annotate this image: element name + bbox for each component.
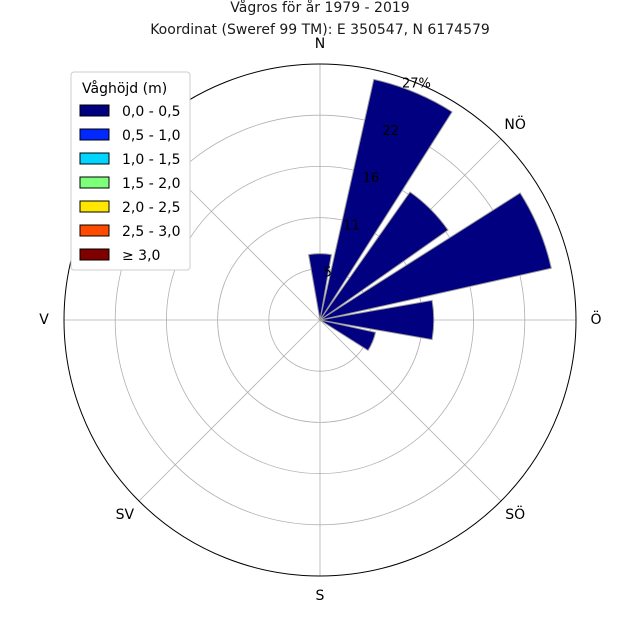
sector-bar [319, 78, 453, 321]
legend-label: 2,5 - 3,0 [122, 224, 180, 240]
radial-tick-label: 16 [363, 171, 380, 186]
radial-tick-label: 27% [402, 76, 431, 91]
sector-bar [319, 192, 552, 321]
sector-bar [319, 191, 449, 321]
radial-tick-labels: 5 11 16 22 27% [324, 76, 431, 280]
legend: Våghöjd (m) 0,0 - 0,5 0,5 - 1,0 1,0 - 1,5 1… [70, 71, 191, 271]
direction-label: S [316, 588, 325, 604]
direction-label: SÖ [505, 505, 525, 523]
grid-spoke [138, 319, 321, 502]
legend-label: 0,5 - 1,0 [122, 128, 180, 144]
chart-title: Vågros för år 1979 - 2019 [230, 0, 409, 16]
sector-bar [319, 319, 377, 352]
outer-circle [63, 63, 577, 577]
direction-label: V [39, 312, 49, 328]
legend-label: 1,5 - 2,0 [122, 176, 180, 192]
legend-swatch [79, 224, 110, 237]
legend-swatch [79, 176, 110, 189]
legend-label: 2,0 - 2,5 [122, 200, 180, 216]
legend-label: 1,0 - 1,5 [122, 152, 180, 168]
legend-items: 0,0 - 0,5 0,5 - 1,0 1,0 - 1,5 1,5 - 2,0 2,0 … [79, 104, 180, 264]
legend-swatch [79, 104, 110, 117]
legend-swatch [79, 200, 110, 213]
direction-label: NÖ [504, 115, 526, 133]
legend-frame [70, 71, 191, 271]
direction-label: N [315, 36, 325, 52]
grid-spoke [319, 319, 502, 502]
radial-tick-label: 11 [343, 218, 360, 233]
sector-bar [308, 253, 332, 321]
sector-bars [308, 78, 552, 352]
sector-bar [319, 299, 435, 341]
chart-subtitle: Koordinat (Sweref 99 TM): E 350547, N 61… [150, 22, 490, 38]
direction-label: SV [116, 507, 135, 523]
legend-title: Våghöjd (m) [82, 80, 167, 97]
radial-tick-label: 22 [382, 124, 399, 139]
polar-grid [63, 63, 577, 577]
legend-swatch [79, 248, 110, 261]
radial-tick-label: 5 [324, 266, 332, 281]
legend-swatch [79, 152, 110, 165]
legend-label: 0,0 - 0,5 [122, 104, 180, 120]
legend-label: ≥ 3,0 [122, 248, 160, 264]
direction-label: Ö [590, 310, 601, 328]
legend-swatch [79, 128, 110, 141]
